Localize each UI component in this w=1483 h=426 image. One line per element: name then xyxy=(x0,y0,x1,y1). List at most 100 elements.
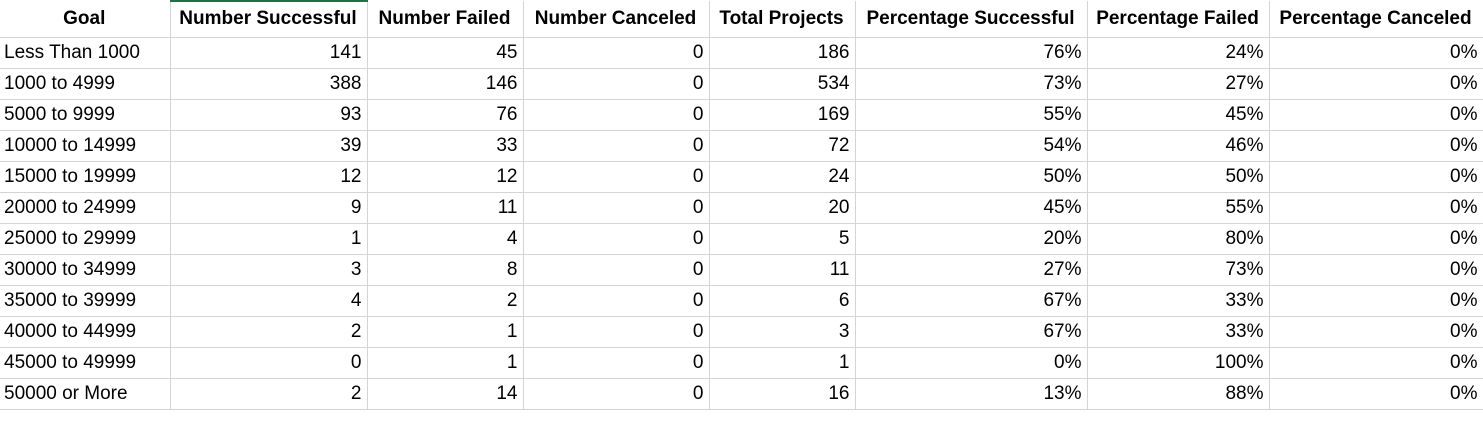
header-cell-percentage-failed[interactable]: Percentage Failed xyxy=(1087,1,1270,38)
percentage-successful-cell[interactable]: 67% xyxy=(855,316,1088,348)
header-cell-percentage-successful[interactable]: Percentage Successful xyxy=(855,1,1088,38)
percentage-canceled-cell[interactable]: 0% xyxy=(1269,68,1483,100)
percentage-successful-cell[interactable]: 67% xyxy=(855,285,1088,317)
total-projects-cell[interactable]: 16 xyxy=(709,378,856,410)
number-successful-cell[interactable]: 141 xyxy=(170,37,368,69)
number-canceled-cell[interactable]: 0 xyxy=(523,99,710,131)
percentage-successful-cell[interactable]: 45% xyxy=(855,192,1088,224)
number-successful-cell[interactable]: 3 xyxy=(170,254,368,286)
goal-cell[interactable]: 50000 or More xyxy=(0,378,171,410)
number-canceled-cell[interactable]: 0 xyxy=(523,347,710,379)
number-failed-cell[interactable]: 33 xyxy=(367,130,524,162)
total-projects-cell[interactable]: 20 xyxy=(709,192,856,224)
percentage-canceled-cell[interactable]: 0% xyxy=(1269,223,1483,255)
header-cell-number-failed[interactable]: Number Failed xyxy=(367,1,524,38)
goal-cell[interactable]: Less Than 1000 xyxy=(0,37,171,69)
number-canceled-cell[interactable]: 0 xyxy=(523,223,710,255)
number-canceled-cell[interactable]: 0 xyxy=(523,285,710,317)
percentage-failed-cell[interactable]: 88% xyxy=(1087,378,1270,410)
number-failed-cell[interactable]: 1 xyxy=(367,347,524,379)
percentage-successful-cell[interactable]: 27% xyxy=(855,254,1088,286)
number-failed-cell[interactable]: 12 xyxy=(367,161,524,193)
total-projects-cell[interactable]: 6 xyxy=(709,285,856,317)
number-successful-cell[interactable]: 2 xyxy=(170,316,368,348)
total-projects-cell[interactable]: 186 xyxy=(709,37,856,69)
total-projects-cell[interactable]: 11 xyxy=(709,254,856,286)
number-successful-cell[interactable]: 12 xyxy=(170,161,368,193)
number-failed-cell[interactable]: 76 xyxy=(367,99,524,131)
header-cell-number-successful[interactable]: Number Successful xyxy=(170,0,368,38)
percentage-successful-cell[interactable]: 50% xyxy=(855,161,1088,193)
number-successful-cell[interactable]: 0 xyxy=(170,347,368,379)
percentage-canceled-cell[interactable]: 0% xyxy=(1269,37,1483,69)
number-canceled-cell[interactable]: 0 xyxy=(523,130,710,162)
number-failed-cell[interactable]: 2 xyxy=(367,285,524,317)
number-failed-cell[interactable]: 146 xyxy=(367,68,524,100)
total-projects-cell[interactable]: 3 xyxy=(709,316,856,348)
total-projects-cell[interactable]: 24 xyxy=(709,161,856,193)
percentage-failed-cell[interactable]: 73% xyxy=(1087,254,1270,286)
percentage-failed-cell[interactable]: 100% xyxy=(1087,347,1270,379)
percentage-successful-cell[interactable]: 54% xyxy=(855,130,1088,162)
number-canceled-cell[interactable]: 0 xyxy=(523,37,710,69)
percentage-failed-cell[interactable]: 33% xyxy=(1087,316,1270,348)
goal-cell[interactable]: 15000 to 19999 xyxy=(0,161,171,193)
percentage-canceled-cell[interactable]: 0% xyxy=(1269,347,1483,379)
percentage-canceled-cell[interactable]: 0% xyxy=(1269,99,1483,131)
number-failed-cell[interactable]: 1 xyxy=(367,316,524,348)
percentage-successful-cell[interactable]: 73% xyxy=(855,68,1088,100)
percentage-canceled-cell[interactable]: 0% xyxy=(1269,254,1483,286)
percentage-failed-cell[interactable]: 45% xyxy=(1087,99,1270,131)
total-projects-cell[interactable]: 169 xyxy=(709,99,856,131)
number-successful-cell[interactable]: 1 xyxy=(170,223,368,255)
number-failed-cell[interactable]: 8 xyxy=(367,254,524,286)
number-failed-cell[interactable]: 4 xyxy=(367,223,524,255)
percentage-canceled-cell[interactable]: 0% xyxy=(1269,161,1483,193)
total-projects-cell[interactable]: 72 xyxy=(709,130,856,162)
goal-cell[interactable]: 35000 to 39999 xyxy=(0,285,171,317)
percentage-canceled-cell[interactable]: 0% xyxy=(1269,316,1483,348)
percentage-successful-cell[interactable]: 20% xyxy=(855,223,1088,255)
number-canceled-cell[interactable]: 0 xyxy=(523,161,710,193)
header-cell-goal[interactable]: Goal xyxy=(0,1,171,38)
percentage-canceled-cell[interactable]: 0% xyxy=(1269,285,1483,317)
header-cell-total-projects[interactable]: Total Projects xyxy=(709,1,856,38)
goal-cell[interactable]: 5000 to 9999 xyxy=(0,99,171,131)
number-canceled-cell[interactable]: 0 xyxy=(523,192,710,224)
number-canceled-cell[interactable]: 0 xyxy=(523,378,710,410)
number-canceled-cell[interactable]: 0 xyxy=(523,316,710,348)
percentage-successful-cell[interactable]: 0% xyxy=(855,347,1088,379)
header-cell-number-canceled[interactable]: Number Canceled xyxy=(523,1,710,38)
goal-cell[interactable]: 30000 to 34999 xyxy=(0,254,171,286)
percentage-canceled-cell[interactable]: 0% xyxy=(1269,378,1483,410)
percentage-successful-cell[interactable]: 76% xyxy=(855,37,1088,69)
number-canceled-cell[interactable]: 0 xyxy=(523,254,710,286)
number-successful-cell[interactable]: 4 xyxy=(170,285,368,317)
number-successful-cell[interactable]: 388 xyxy=(170,68,368,100)
goal-cell[interactable]: 40000 to 44999 xyxy=(0,316,171,348)
percentage-successful-cell[interactable]: 13% xyxy=(855,378,1088,410)
number-successful-cell[interactable]: 9 xyxy=(170,192,368,224)
percentage-canceled-cell[interactable]: 0% xyxy=(1269,130,1483,162)
percentage-failed-cell[interactable]: 33% xyxy=(1087,285,1270,317)
total-projects-cell[interactable]: 5 xyxy=(709,223,856,255)
goal-cell[interactable]: 10000 to 14999 xyxy=(0,130,171,162)
percentage-failed-cell[interactable]: 24% xyxy=(1087,37,1270,69)
percentage-canceled-cell[interactable]: 0% xyxy=(1269,192,1483,224)
percentage-failed-cell[interactable]: 80% xyxy=(1087,223,1270,255)
percentage-failed-cell[interactable]: 50% xyxy=(1087,161,1270,193)
percentage-failed-cell[interactable]: 46% xyxy=(1087,130,1270,162)
number-successful-cell[interactable]: 39 xyxy=(170,130,368,162)
number-successful-cell[interactable]: 2 xyxy=(170,378,368,410)
percentage-successful-cell[interactable]: 55% xyxy=(855,99,1088,131)
total-projects-cell[interactable]: 534 xyxy=(709,68,856,100)
percentage-failed-cell[interactable]: 55% xyxy=(1087,192,1270,224)
goal-cell[interactable]: 1000 to 4999 xyxy=(0,68,171,100)
number-successful-cell[interactable]: 93 xyxy=(170,99,368,131)
goal-cell[interactable]: 20000 to 24999 xyxy=(0,192,171,224)
number-failed-cell[interactable]: 14 xyxy=(367,378,524,410)
number-failed-cell[interactable]: 11 xyxy=(367,192,524,224)
total-projects-cell[interactable]: 1 xyxy=(709,347,856,379)
goal-cell[interactable]: 25000 to 29999 xyxy=(0,223,171,255)
number-failed-cell[interactable]: 45 xyxy=(367,37,524,69)
